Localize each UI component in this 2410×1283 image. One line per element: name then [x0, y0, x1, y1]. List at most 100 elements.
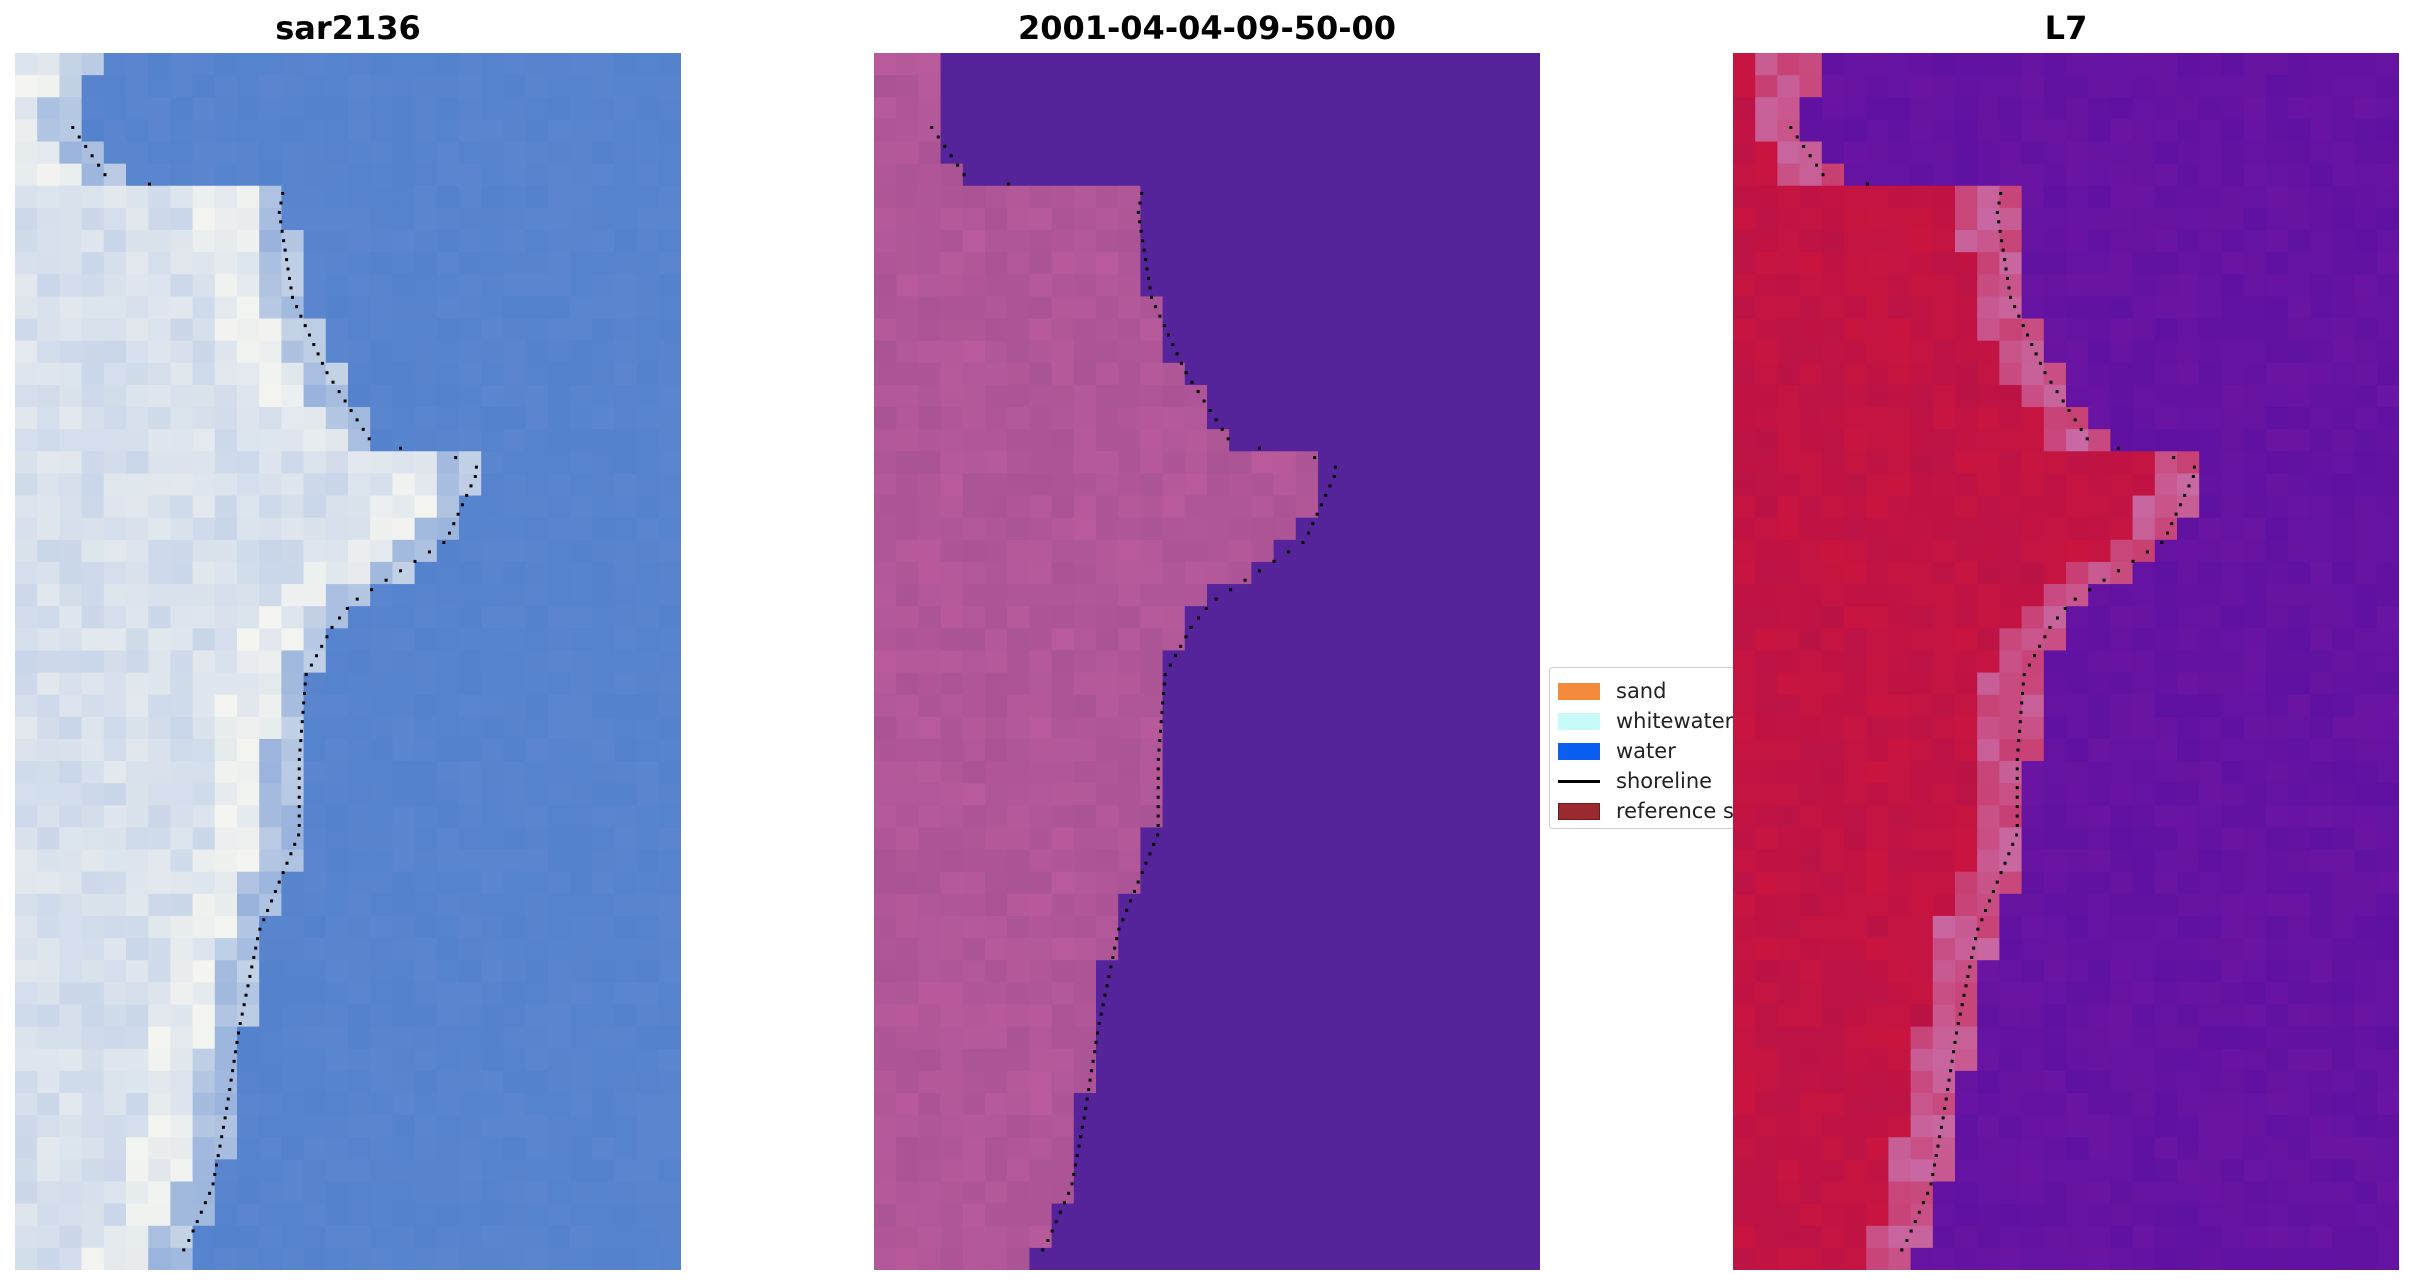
image-pixel: [2021, 650, 2045, 674]
image-pixel: [126, 893, 149, 917]
image-pixel: [1955, 252, 1978, 275]
image-pixel: [1340, 163, 1363, 187]
image-pixel: [592, 960, 615, 983]
image-pixel: [281, 340, 305, 364]
image-pixel: [1184, 274, 1208, 297]
image-pixel: [985, 362, 1008, 386]
image-pixel: [1273, 1137, 1297, 1160]
image-pixel: [1733, 1004, 1756, 1028]
image-pixel: [1073, 429, 1097, 452]
image-pixel: [985, 606, 1008, 629]
image-pixel: [2288, 318, 2311, 342]
image-pixel: [1162, 606, 1186, 629]
image-pixel: [1495, 252, 1519, 275]
image-pixel: [2154, 185, 2178, 209]
image-pixel: [962, 871, 986, 895]
image-pixel: [1184, 97, 1208, 120]
image-pixel: [1229, 982, 1252, 1006]
image-pixel: [503, 849, 527, 873]
image-pixel: [636, 893, 660, 917]
image-pixel: [81, 960, 105, 983]
image-pixel: [1999, 451, 2023, 475]
image-pixel: [1029, 252, 1053, 275]
image-pixel: [918, 185, 942, 209]
image-pixel: [1118, 75, 1141, 98]
image-pixel: [2288, 207, 2311, 231]
image-pixel: [1051, 1070, 1075, 1094]
image-pixel: [1073, 1137, 1097, 1160]
image-pixel: [103, 783, 127, 806]
image-pixel: [570, 584, 593, 607]
image-pixel: [126, 252, 149, 275]
image-pixel: [2177, 827, 2200, 851]
image-pixel: [348, 1115, 371, 1138]
image-pixel: [1473, 761, 1497, 784]
image-pixel: [1910, 915, 1934, 939]
image-pixel: [370, 207, 393, 231]
image-pixel: [1955, 429, 1978, 452]
image-pixel: [2199, 362, 2222, 386]
image-pixel: [1451, 893, 1474, 917]
image-pixel: [214, 340, 238, 364]
image-pixel: [1229, 1137, 1252, 1160]
image-pixel: [1207, 960, 1230, 983]
image-pixel: [1517, 1203, 1540, 1227]
image-pixel: [37, 1137, 60, 1160]
image-pixel: [481, 628, 504, 652]
shoreline-dot: [1190, 380, 1194, 384]
image-pixel: [962, 1159, 986, 1183]
shoreline-dot: [298, 748, 302, 752]
image-pixel: [1955, 75, 1978, 98]
image-pixel: [392, 628, 416, 652]
image-pixel: [1999, 163, 2023, 187]
image-pixel: [636, 650, 660, 674]
image-pixel: [614, 584, 638, 607]
image-pixel: [1073, 1026, 1097, 1050]
image-pixel: [1932, 982, 1956, 1006]
image-pixel: [874, 207, 897, 231]
image-pixel: [237, 1159, 260, 1183]
image-pixel: [525, 783, 549, 806]
image-pixel: [1910, 893, 1934, 917]
image-pixel: [1184, 53, 1208, 76]
image-pixel: [2354, 738, 2378, 762]
image-pixel: [1977, 75, 2000, 98]
image-pixel: [1273, 75, 1297, 98]
image-pixel: [2265, 362, 2289, 386]
image-pixel: [436, 75, 460, 98]
image-pixel: [2243, 938, 2267, 961]
image-pixel: [1517, 473, 1540, 497]
image-pixel: [2088, 362, 2111, 386]
image-pixel: [1340, 1225, 1363, 1249]
image-pixel: [1007, 783, 1030, 806]
image-pixel: [525, 362, 549, 386]
image-pixel: [1888, 1048, 1912, 1072]
image-pixel: [1755, 53, 1778, 76]
image-pixel: [1184, 473, 1208, 497]
image-pixel: [1910, 982, 1934, 1006]
image-pixel: [1821, 185, 1845, 209]
image-pixel: [1777, 628, 1801, 652]
image-pixel: [2310, 871, 2333, 895]
image-pixel: [2265, 517, 2289, 541]
image-pixel: [1755, 163, 1778, 187]
image-pixel: [570, 761, 593, 784]
image-pixel: [459, 252, 482, 275]
image-pixel: [459, 827, 482, 851]
shoreline-dot: [1080, 1125, 1084, 1129]
image-pixel: [636, 1247, 660, 1270]
image-pixel: [2021, 827, 2045, 851]
image-pixel: [1495, 141, 1519, 165]
image-pixel: [15, 296, 38, 320]
image-pixel: [503, 915, 527, 939]
image-pixel: [1999, 694, 2023, 718]
image-pixel: [303, 230, 327, 253]
image-pixel: [325, 296, 349, 320]
image-pixel: [103, 429, 127, 452]
image-pixel: [1517, 805, 1540, 829]
image-pixel: [170, 407, 194, 430]
image-pixel: [170, 230, 194, 253]
image-pixel: [2243, 517, 2267, 541]
image-pixel: [126, 1048, 149, 1072]
image-pixel: [1866, 539, 1889, 563]
